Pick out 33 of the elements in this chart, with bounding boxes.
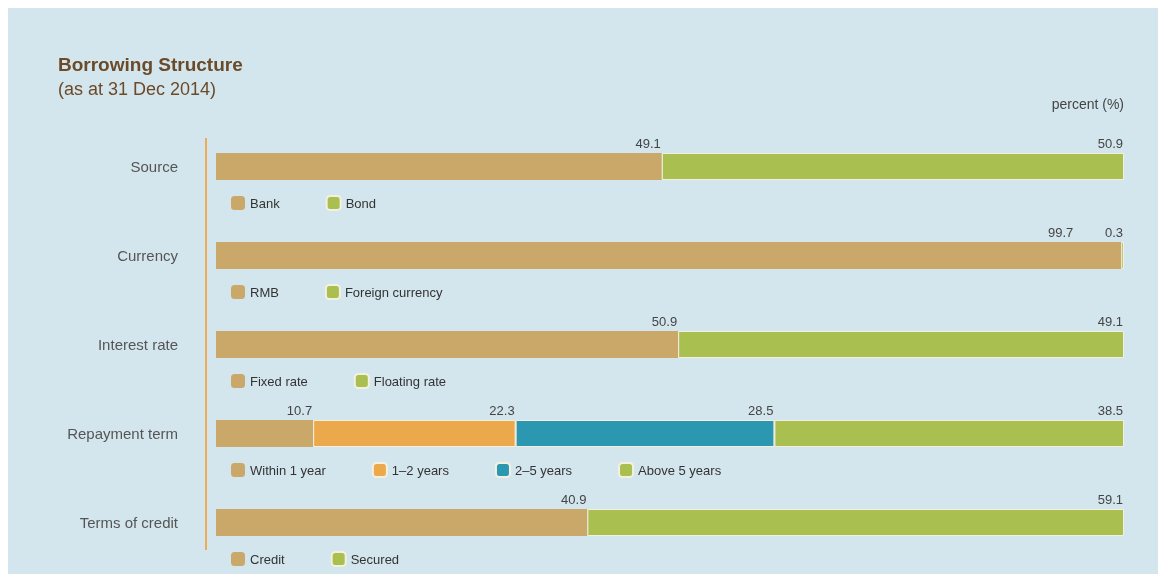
text: percent (%): [1051, 96, 1124, 112]
data-label: 40.9: [561, 492, 587, 507]
legend-label: Secured: [350, 551, 400, 567]
legend-label: Bank: [250, 195, 281, 211]
data-label: 59.1: [1097, 492, 1123, 507]
data-label: 0.3: [1104, 225, 1123, 240]
chart-subtitle: (as at 31 Dec 2014): [58, 79, 217, 99]
data-label: 38.5: [1097, 403, 1123, 418]
data-label: 28.5: [748, 403, 774, 418]
legend-label: Within 1 year: [250, 462, 327, 478]
data-label: 49.1: [1097, 314, 1123, 329]
legend-label: Bond: [345, 195, 377, 211]
category-label: Repayment term: [67, 425, 178, 442]
data-label: 49.1: [635, 136, 661, 151]
data-label: 50.9: [651, 314, 678, 329]
legend-label: 2–5 years: [514, 462, 573, 478]
data-label: 50.9: [1097, 136, 1123, 151]
legend-label: RMB: [250, 284, 279, 300]
legend-label: Credit: [250, 551, 286, 567]
legend-label: Foreign currency: [344, 284, 443, 300]
chart-title: Borrowing Structure: [58, 54, 243, 75]
category-label: Terms of credit: [79, 514, 178, 531]
legend-label: 1–2 years: [391, 462, 450, 478]
category-label: Currency: [117, 247, 178, 264]
category-label: Interest rate: [97, 336, 178, 353]
legend-label: Above 5 years: [638, 462, 722, 478]
category-label: Source: [130, 158, 178, 175]
data-label: 10.7: [286, 403, 313, 418]
data-label: 99.7: [1047, 225, 1074, 240]
bar: [216, 420, 314, 447]
data-label: 22.3: [489, 403, 515, 418]
legend-label: Fixed rate: [250, 373, 308, 389]
legend-label: Floating rate: [373, 373, 447, 389]
